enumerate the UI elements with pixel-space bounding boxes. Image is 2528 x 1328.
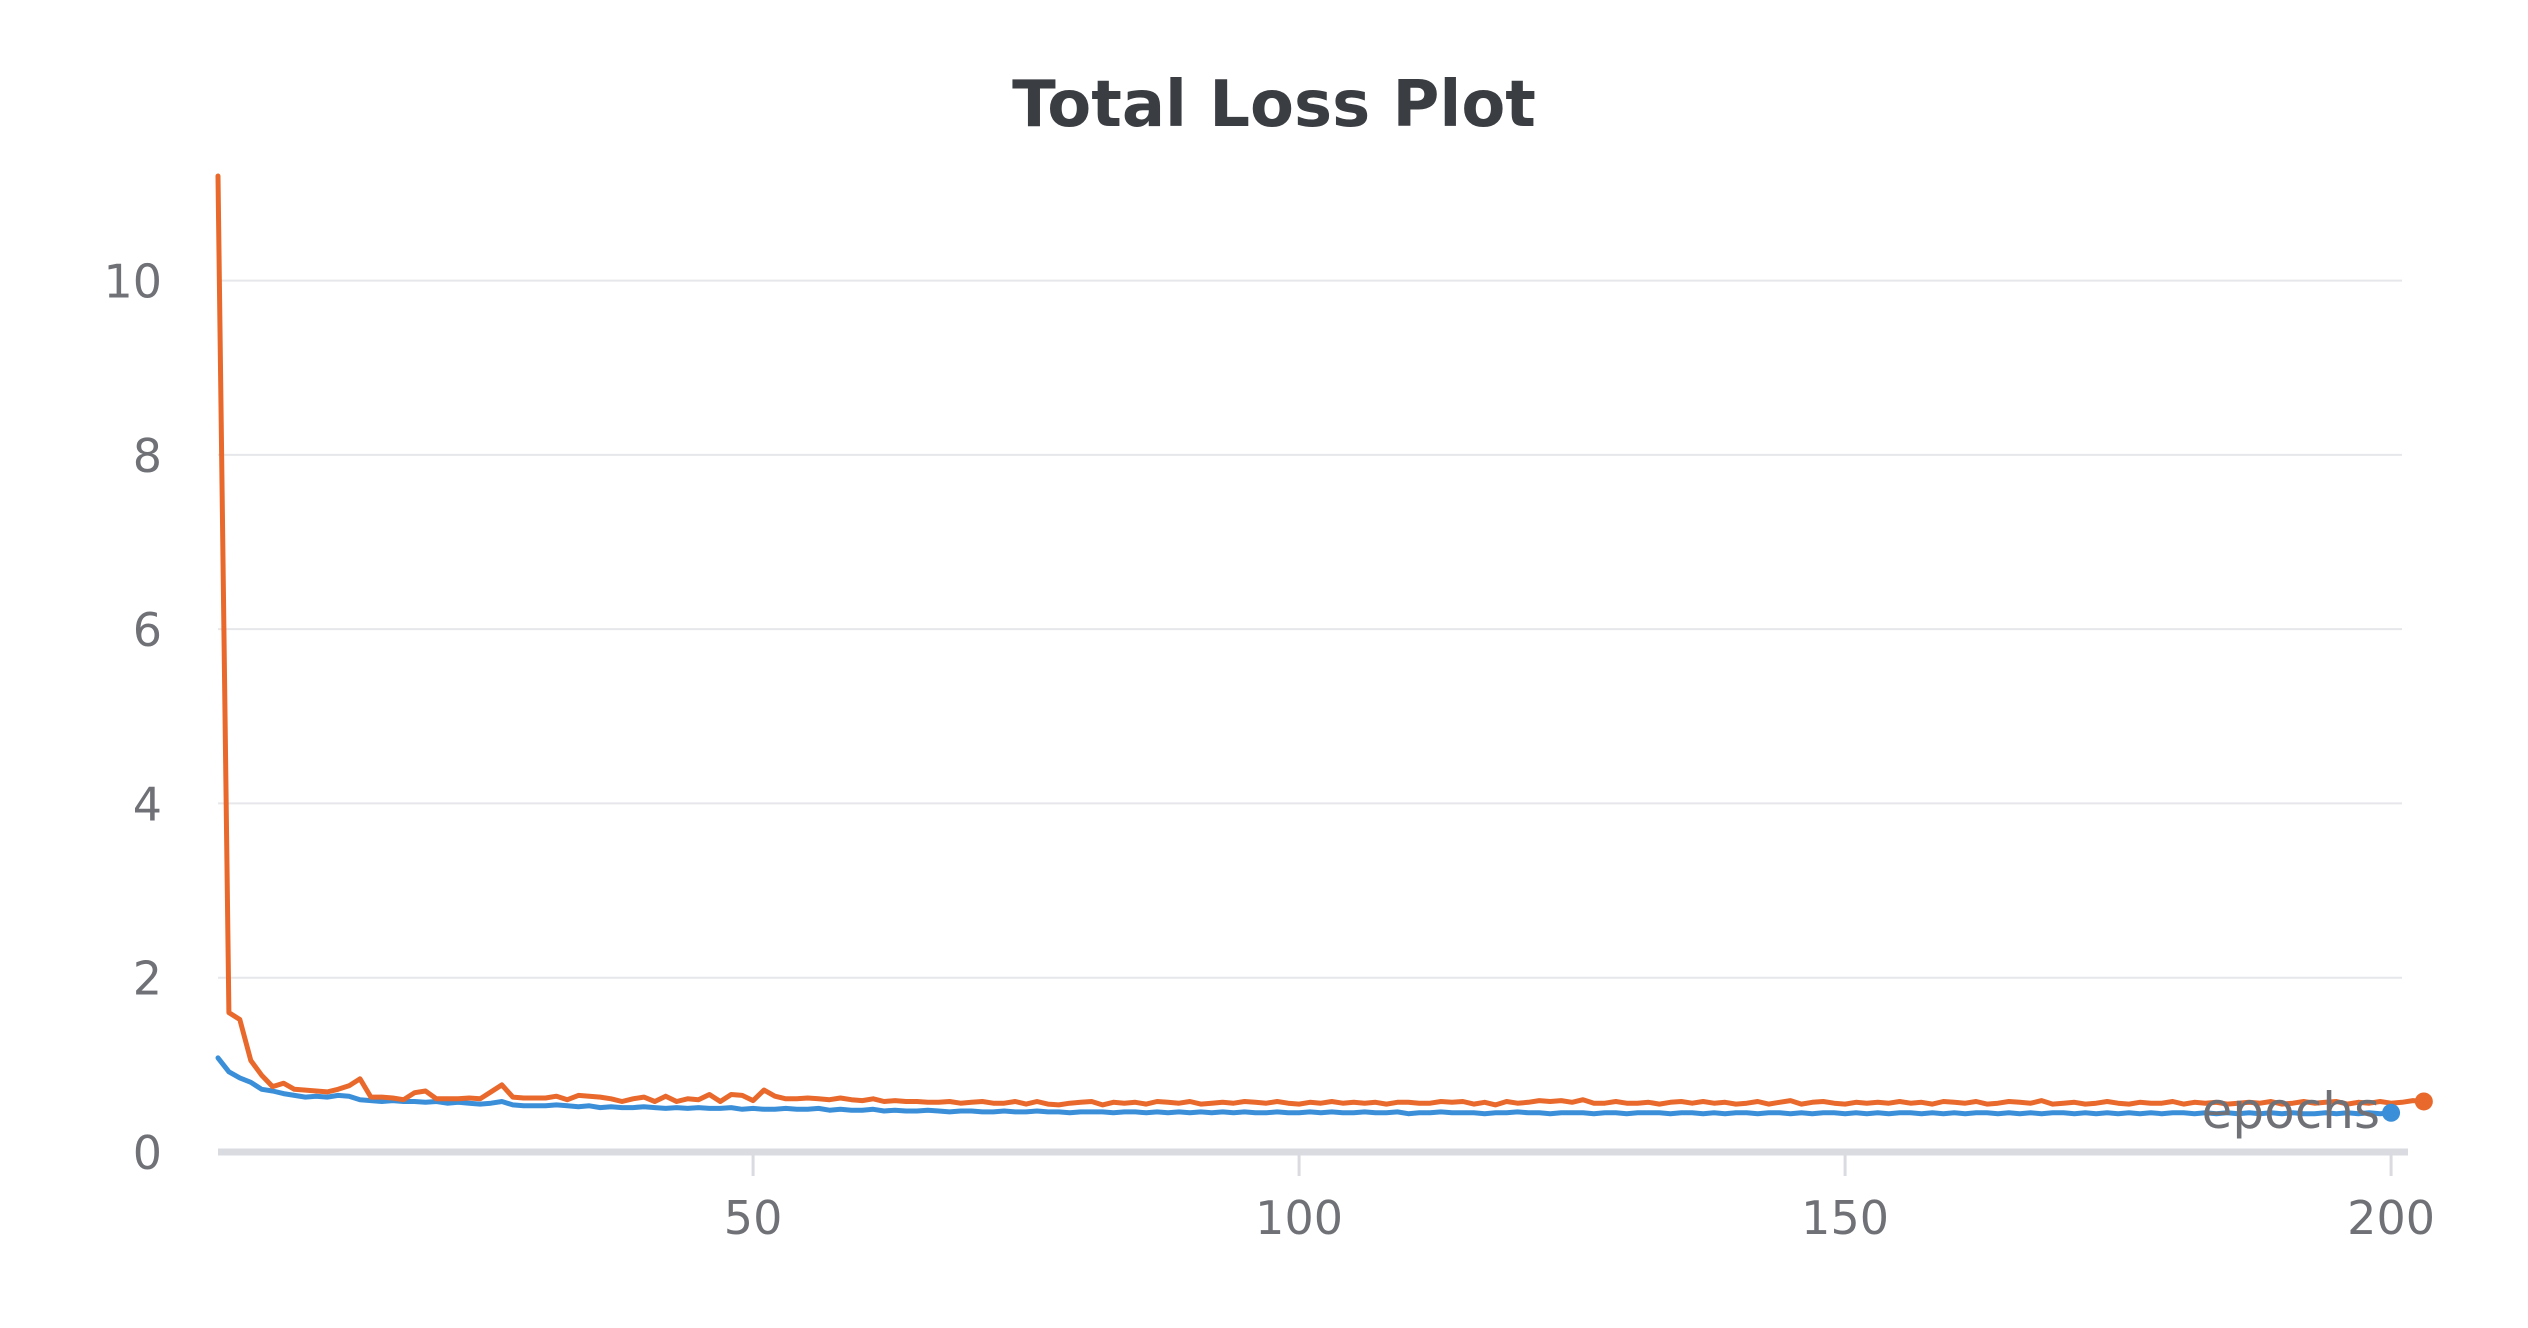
series-group bbox=[215, 173, 2427, 1117]
y-tick-label: 4 bbox=[133, 777, 162, 831]
y-tick-label: 8 bbox=[133, 429, 162, 483]
grid-lines bbox=[218, 279, 2402, 979]
series-end-point bbox=[2382, 1103, 2401, 1122]
y-tick-label: 0 bbox=[133, 1126, 162, 1180]
x-tick-label: 150 bbox=[1801, 1191, 1889, 1245]
x-tick-label: 100 bbox=[1255, 1191, 1343, 1245]
end-points bbox=[2382, 1092, 2433, 1122]
x-tick-label: 200 bbox=[2347, 1191, 2435, 1245]
y-tick-label: 10 bbox=[103, 255, 162, 309]
series-end-point bbox=[2414, 1092, 2433, 1111]
x-tick-label: 50 bbox=[724, 1191, 783, 1245]
chart-title: Total Loss Plot bbox=[1012, 68, 1536, 142]
axes: 0 2 4 6 8 10 50 100 150 200 bbox=[103, 255, 2435, 1245]
y-tick-label: 2 bbox=[133, 952, 162, 1006]
series-line bbox=[215, 1055, 2394, 1117]
y-tick-label: 6 bbox=[133, 603, 162, 657]
x-axis-label: epochs bbox=[2202, 1082, 2380, 1140]
series-line bbox=[215, 173, 2427, 1108]
